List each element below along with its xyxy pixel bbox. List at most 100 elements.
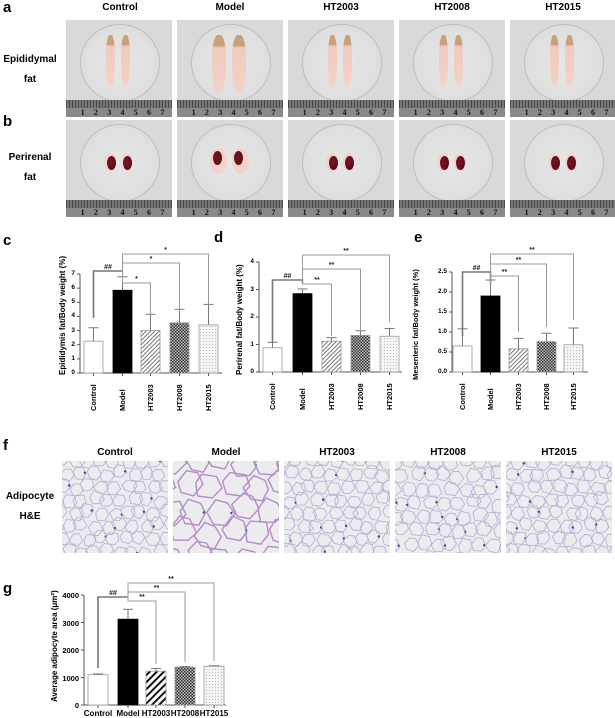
- row-label-line1: Adipocyte: [5, 491, 55, 502]
- y-tick-label: 6: [71, 284, 75, 292]
- epididymal-fat-left: [106, 35, 115, 87]
- bar-ht2008: [536, 341, 557, 373]
- x-tick-label-ht2015: HT2015: [203, 384, 213, 411]
- significance-marker: **: [154, 585, 160, 592]
- histology-ht2015: [506, 461, 612, 553]
- panel-letter-e: e: [414, 229, 423, 246]
- y-tick-label: 4: [250, 258, 254, 265]
- petri-dish: [413, 124, 493, 202]
- y-tick-label: 2: [71, 340, 75, 348]
- y-tick-label: 3000: [62, 618, 79, 628]
- y-tick-label: 3: [250, 285, 254, 293]
- chart-adipocyte-area: ## ** ** ** 0 1000 2000 3000 4000 Average adipocy…: [40, 575, 240, 718]
- y-tick-label: 0: [71, 369, 75, 376]
- row-label-line2: fat: [23, 74, 37, 85]
- histo-title-control: Control: [97, 447, 133, 458]
- y-tick-label: 2.5: [437, 268, 447, 275]
- kidney-right: [234, 151, 243, 165]
- bar-ht2015: [203, 665, 225, 706]
- bar-ht2008: [174, 666, 196, 706]
- epididymal-fat-right: [232, 35, 246, 93]
- bar-ht2015: [198, 324, 219, 374]
- column-title-control: Control: [102, 2, 138, 13]
- y-tick-label: 1.0: [437, 328, 447, 335]
- histo-title-model: Model: [211, 447, 241, 458]
- bar-ht2008: [169, 322, 190, 374]
- kidney-left: [107, 156, 116, 170]
- row-label-perirenal: Perirenal fat: [0, 148, 60, 188]
- petri-dish: [524, 24, 604, 102]
- significance-marker: ##: [473, 265, 481, 272]
- panel-letter-d: d: [214, 229, 224, 246]
- panel-letter-g: g: [3, 580, 13, 597]
- significance-marker: **: [502, 269, 508, 276]
- bar-control: [262, 347, 283, 373]
- significance-marker: *: [135, 276, 138, 283]
- epididymal-fat-left: [328, 35, 337, 87]
- y-tick-label: 7: [71, 270, 75, 277]
- chart-plot-area: ## ** ** **: [256, 248, 402, 375]
- panel-letter-a: a: [3, 0, 12, 16]
- column-title-ht2015: HT2015: [545, 2, 581, 13]
- significance-marker: **: [516, 257, 522, 264]
- bar-ht2003: [508, 348, 529, 373]
- row-label-adipocyte: Adipocyte H&E: [0, 487, 60, 527]
- bar-ht2003: [145, 670, 167, 706]
- adipocyte-tissue-image: [506, 461, 612, 553]
- x-tick-label-ht2008: HT2008: [170, 709, 200, 718]
- row-label-line1: Epididymal: [3, 54, 57, 65]
- x-tick-label-ht2008: HT2008: [541, 383, 551, 410]
- chart-plot-area: ## * * *: [77, 247, 222, 376]
- kidney-left: [551, 156, 560, 170]
- petri-dish: [302, 124, 382, 202]
- y-tick-label: 4: [71, 312, 75, 320]
- bar-model: [112, 289, 133, 374]
- bar-model: [292, 293, 313, 373]
- column-title-ht2008: HT2008: [434, 2, 470, 13]
- histo-title-ht2003: HT2003: [319, 447, 355, 458]
- epididymal-fat-right: [565, 35, 574, 87]
- panel-letter-b: b: [3, 113, 13, 130]
- significance-marker: ##: [104, 264, 112, 271]
- significance-marker: *: [150, 256, 153, 263]
- significance-marker: **: [168, 576, 174, 583]
- significance-marker: **: [314, 277, 320, 284]
- x-tick-label-model: Model: [117, 389, 127, 411]
- kidney-right: [456, 156, 465, 170]
- petri-dish: [191, 124, 271, 202]
- histo-title-ht2008: HT2008: [430, 447, 466, 458]
- epididymal-fat-left: [439, 35, 448, 87]
- histo-title-ht2015: HT2015: [541, 447, 577, 458]
- row-label-line1: Perirenal: [8, 152, 52, 163]
- epididymal-fat-right: [343, 35, 352, 87]
- petri-dish: [524, 124, 604, 202]
- kidney-left: [440, 156, 449, 170]
- column-title-model: Model: [215, 2, 245, 13]
- y-tick-label: 4000: [62, 591, 79, 600]
- bar-control: [452, 345, 473, 373]
- x-tick-label-control: Control: [88, 384, 98, 411]
- adipocyte-tissue-image: [173, 461, 279, 553]
- histology-control: [62, 461, 168, 553]
- column-title-ht2003: HT2003: [323, 2, 359, 13]
- epididymal-fat-left: [550, 35, 559, 87]
- x-tick-label-control: Control: [83, 709, 113, 718]
- x-tick-label-model: Model: [297, 388, 307, 410]
- y-tick-label: 3: [71, 326, 75, 334]
- petri-dish: [302, 24, 382, 102]
- y-tick-label: 2000: [62, 646, 79, 655]
- bar-ht2008: [350, 335, 371, 373]
